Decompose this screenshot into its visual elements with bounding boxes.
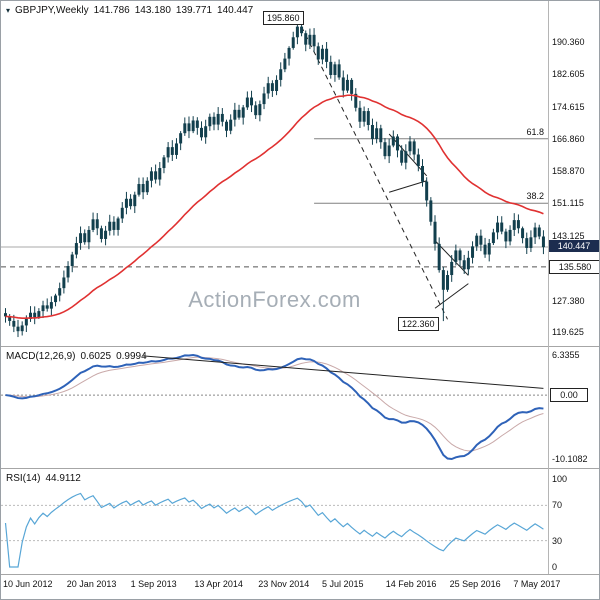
symbol-label: GBPJPY,Weekly (15, 5, 89, 16)
price-axis-tick: 151.115 (552, 198, 584, 209)
rsi-axis-tick: 70 (552, 500, 563, 511)
rsi-axis-tick: 0 (552, 562, 558, 572)
macd-main-value: 0.6025 (80, 351, 112, 362)
high-value: 143.180 (134, 5, 171, 16)
rsi-axis-tick: 30 (552, 535, 563, 546)
date-label: 14 Feb 2016 (385, 579, 437, 589)
current-price-badge: 140.447 (549, 240, 599, 252)
close-value: 140.447 (217, 5, 254, 16)
price-axis-tick: 119.625 (552, 327, 584, 338)
price-axis-tick: 158.870 (552, 166, 585, 177)
peak-price-label: 195.860 (263, 11, 304, 25)
low-value: 139.771 (175, 5, 213, 16)
date-label: 25 Sep 2016 (449, 579, 501, 589)
macd-axis-tick: -10.1082 (552, 454, 588, 464)
price-axis-tick: 166.860 (552, 133, 585, 144)
date-axis: 10 Jun 2012 20 Jan 2013 1 Sep 2013 13 Apr 2… (1, 574, 599, 599)
fib-618-label: 61.8 (526, 127, 544, 137)
price-panel: ActionForex.com ▾ GBPJPY,Weekly 141.786 143… (1, 1, 600, 346)
macd-header: MACD(12,26,9) 0.6025 0.9994 (6, 351, 152, 362)
rsi-panel: RSI(14) 44.9112 100 70 30 0 (1, 468, 600, 575)
date-label: 5 Jul 2015 (322, 579, 364, 589)
date-label: 10 Jun 2012 (3, 579, 53, 589)
macd-axis-tick: 6.3355 (552, 350, 580, 360)
macd-signal-value: 0.9994 (116, 351, 147, 362)
price-axis-separator (548, 1, 549, 574)
price-axis-tick: 190.360 (552, 37, 585, 48)
rsi-chart-canvas[interactable] (1, 469, 600, 575)
date-label: 23 Nov 2014 (258, 579, 310, 589)
macd-panel: MACD(12,26,9) 0.6025 0.9994 0.00 6.3355 -10… (1, 346, 600, 469)
rsi-header: RSI(14) 44.9112 (6, 473, 86, 484)
ohlc-header: ▾ GBPJPY,Weekly 141.786 143.180 139.771 140.4… (6, 5, 258, 16)
date-label: 1 Sep 2013 (130, 579, 177, 589)
fib-382-label: 38.2 (526, 191, 544, 201)
date-label: 7 May 2017 (513, 579, 561, 589)
price-axis-tick: 174.615 (552, 101, 585, 112)
date-label: 20 Jan 2013 (66, 579, 117, 589)
rsi-axis-tick: 100 (552, 474, 568, 484)
macd-chart-canvas[interactable] (1, 347, 600, 469)
price-axis-tick: 127.380 (552, 295, 585, 306)
level-price-badge: 135.580 (549, 260, 599, 274)
price-axis-tick: 143.125 (552, 230, 585, 241)
rsi-value: 44.9112 (45, 473, 81, 484)
open-value: 141.786 (93, 5, 130, 16)
macd-label: MACD(12,26,9) (6, 351, 76, 362)
macd-zero-badge: 0.00 (550, 388, 588, 402)
symbol-marker-icon: ▾ (6, 6, 11, 15)
price-axis-tick: 182.605 (552, 69, 585, 80)
date-label: 13 Apr 2014 (194, 579, 243, 589)
price-chart-canvas[interactable] (1, 1, 600, 346)
watermark: ActionForex.com (188, 287, 361, 312)
rsi-label: RSI(14) (6, 473, 41, 484)
trough-price-label: 122.360 (398, 317, 439, 331)
